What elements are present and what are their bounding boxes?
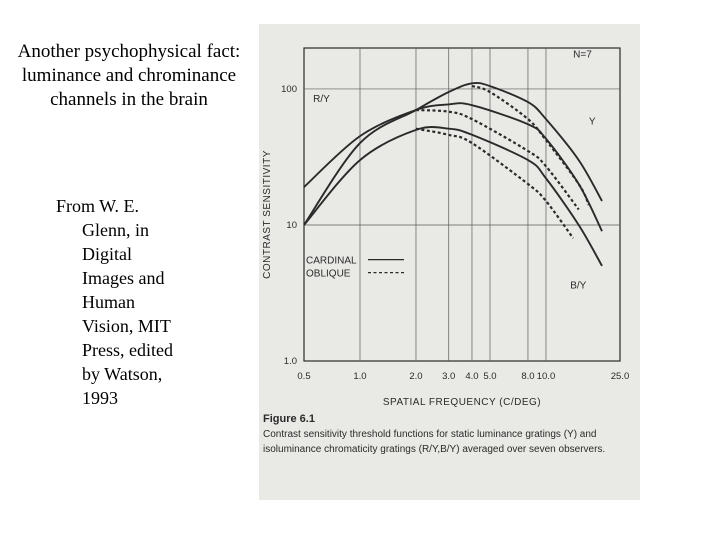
x-tick-label: 8.0 bbox=[521, 371, 534, 382]
annotation-ry: R/Y bbox=[313, 94, 330, 105]
x-tick-label: 2.0 bbox=[409, 371, 422, 382]
citation-line: 1993 bbox=[82, 388, 118, 408]
contrast-sensitivity-chart: 0.5 1.0 2.0 3.0 4.0 5.0 8.0 10.0 25.01.010100SPA… bbox=[262, 47, 630, 408]
annotation-y: Y bbox=[589, 116, 596, 127]
slide-title-line: luminance and chrominance bbox=[21, 65, 237, 86]
x-tick-label: 25.0 bbox=[611, 371, 630, 382]
slide-title-line: Another psychophysical fact: bbox=[17, 41, 241, 62]
y-tick-label: 100 bbox=[281, 84, 297, 95]
annotation-n: N=7 bbox=[573, 50, 592, 61]
x-tick-label: 0.5 bbox=[297, 371, 310, 382]
citation-line: From W. E. bbox=[56, 196, 140, 216]
citation-line: by Watson, bbox=[82, 364, 163, 384]
citation: From W. E. Glenn, in Digital Images and … bbox=[56, 194, 206, 410]
x-tick-label: 4.0 bbox=[465, 371, 478, 382]
citation-line: Human bbox=[82, 292, 135, 312]
plot-frame bbox=[303, 47, 621, 362]
x-axis-label: SPATIAL FREQUENCY (C/DEG) bbox=[383, 397, 541, 408]
figure-caption: Figure 6.1 Contrast sensitivity threshol… bbox=[263, 412, 635, 457]
citation-line: Glenn, in bbox=[82, 220, 149, 240]
legend-label: CARDINAL bbox=[306, 256, 357, 267]
y-tick-label: 10 bbox=[286, 220, 297, 231]
citation-line: Vision, MIT bbox=[82, 316, 171, 336]
series-line-y-solid bbox=[304, 81, 603, 226]
x-tick-label: 3.0 bbox=[442, 371, 455, 382]
citation-line: Images and bbox=[82, 268, 165, 288]
x-tick-label: 1.0 bbox=[353, 371, 366, 382]
figure-heading: Figure 6.1 bbox=[263, 413, 315, 425]
citation-line: Digital bbox=[82, 244, 132, 264]
legend-label: OBLIQUE bbox=[306, 269, 351, 280]
x-tick-label: 10.0 bbox=[537, 371, 556, 382]
y-tick-label: 1.0 bbox=[284, 356, 297, 367]
slide-title: Another psychophysical fact: luminance a… bbox=[0, 40, 258, 112]
series-line-by-dashed bbox=[415, 127, 575, 239]
y-axis-label: CONTRAST SENSITIVITY bbox=[262, 150, 273, 279]
series-line-ry-dashed bbox=[415, 108, 580, 211]
x-tick-label: 5.0 bbox=[483, 371, 496, 382]
series-line-by-solid bbox=[304, 126, 603, 267]
slide-title-line: channels in the brain bbox=[50, 89, 208, 110]
figure-scan: 0.5 1.0 2.0 3.0 4.0 5.0 8.0 10.0 25.0 1.0 10 100 SPA… bbox=[259, 24, 640, 500]
citation-line: Press, edited bbox=[82, 340, 173, 360]
figure-caption-text: Contrast sensitivity threshold functions… bbox=[263, 429, 606, 455]
series-line-ry-solid bbox=[304, 102, 603, 232]
annotation-by: B/Y bbox=[570, 281, 586, 292]
